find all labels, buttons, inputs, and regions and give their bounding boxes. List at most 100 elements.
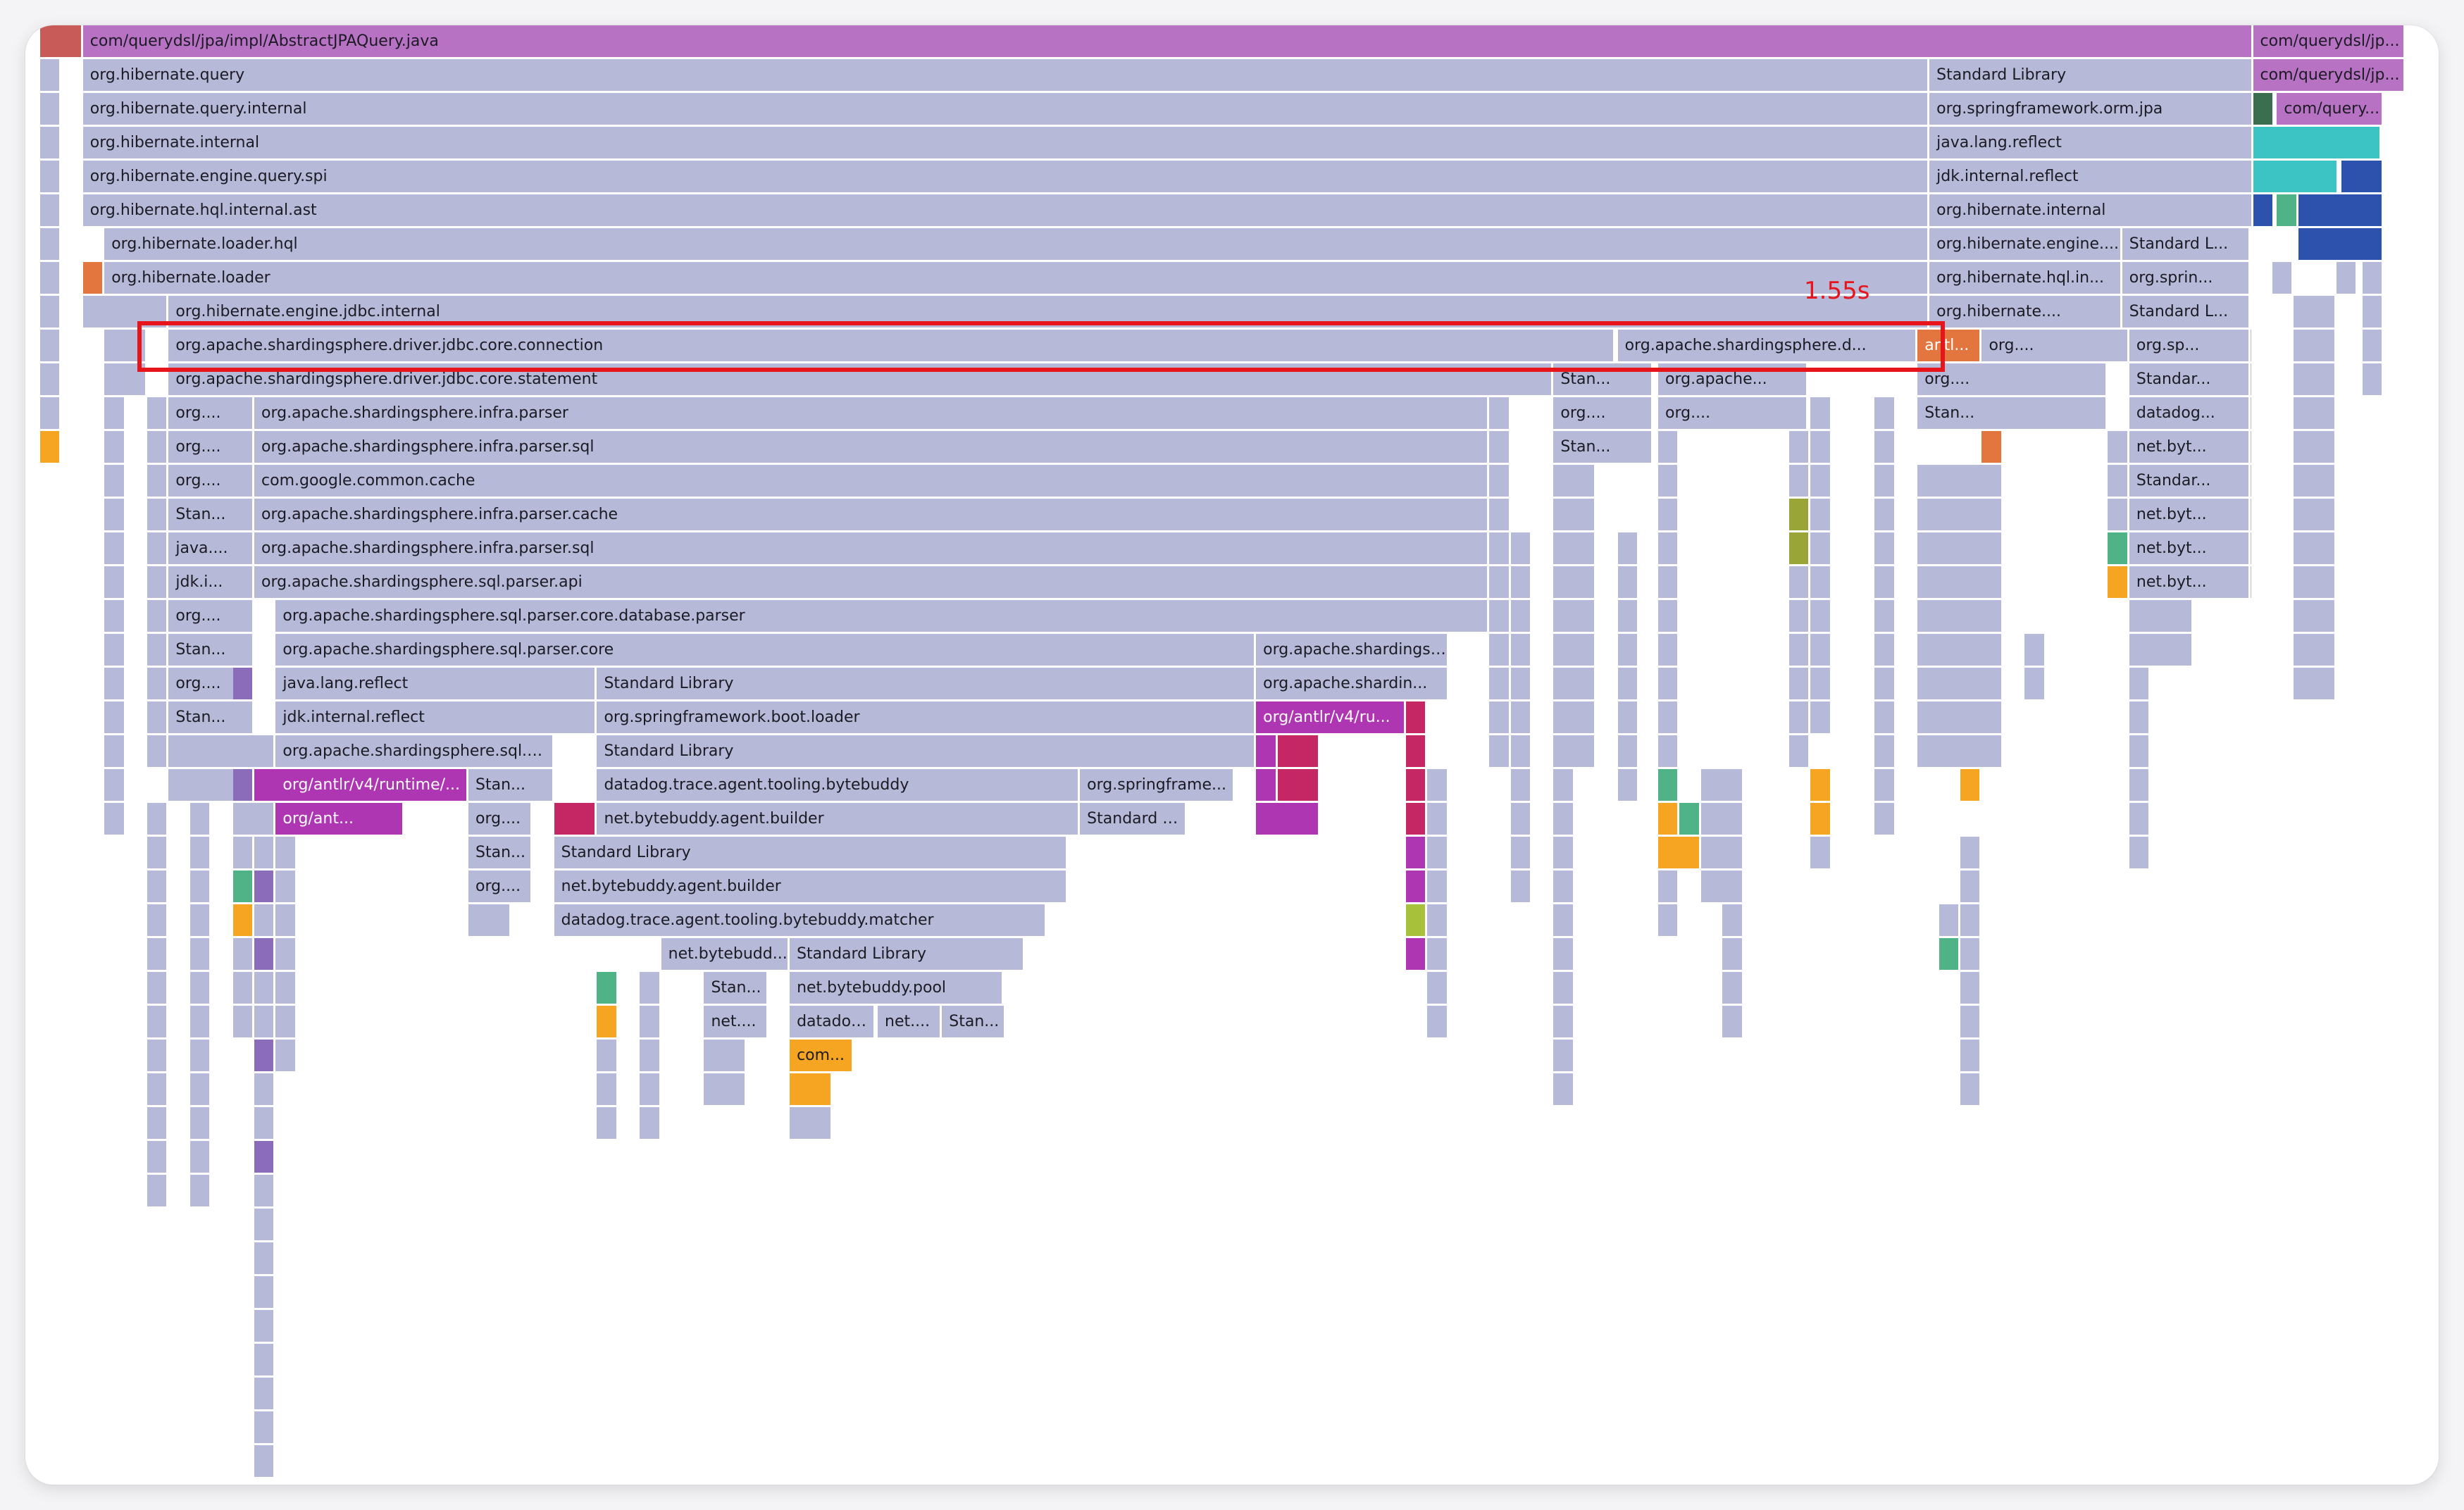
flame-frame-stub[interactable] (790, 1107, 833, 1141)
flame-frame-stub[interactable] (1427, 871, 1449, 904)
flame-frame[interactable]: org.hibernate.internal (1929, 194, 2253, 228)
flame-frame-stub[interactable] (147, 871, 169, 904)
flame-frame-stub[interactable] (1427, 769, 1449, 803)
flame-frame[interactable]: datadog.trace.agent.tooling.bytebuddy.ma… (554, 904, 1047, 938)
flame-frame-stub[interactable] (1510, 803, 1532, 837)
flame-frame[interactable]: org.... (1917, 363, 2108, 397)
flame-frame[interactable] (232, 668, 254, 701)
flame-frame-stub[interactable] (1960, 1040, 1982, 1073)
flame-frame-stub[interactable] (1960, 871, 1982, 904)
flame-frame[interactable] (597, 1006, 618, 1040)
flame-frame-stub[interactable] (1553, 532, 1597, 566)
flame-frame-stub[interactable] (1510, 668, 1532, 701)
flame-frame-stub[interactable] (189, 1006, 212, 1040)
flame-frame-stub[interactable] (1960, 1073, 1982, 1107)
flame-frame-stub[interactable] (1658, 566, 1680, 600)
flame-frame-stub[interactable] (254, 1073, 276, 1107)
flame-frame[interactable]: Standard Library (597, 668, 1257, 701)
flame-frame-stub[interactable] (2024, 634, 2046, 668)
flame-frame[interactable]: Stan... (168, 499, 254, 532)
flame-frame-stub[interactable] (1427, 938, 1449, 972)
flame-frame[interactable]: org.hibernate.... (1929, 296, 2122, 330)
flame-frame-stub[interactable] (275, 1040, 297, 1073)
flame-frame-stub[interactable] (104, 431, 126, 465)
flame-frame[interactable] (790, 1073, 833, 1107)
flame-frame[interactable]: com.google.common.cache (254, 465, 1490, 499)
flame-frame[interactable]: Stan... (168, 634, 254, 668)
flame-frame-stub[interactable] (1553, 701, 1597, 735)
flame-frame-stub[interactable] (1427, 1006, 1449, 1040)
flame-frame[interactable]: com... (790, 1040, 854, 1073)
flame-frame[interactable]: org.hibernate.hql.internal.ast (82, 194, 1930, 228)
flame-frame[interactable]: org/antlr/v4/runtime/... (275, 769, 469, 803)
flame-frame-stub[interactable] (1510, 769, 1532, 803)
flame-frame-stub[interactable] (1722, 938, 1744, 972)
flame-frame-stub[interactable] (104, 634, 126, 668)
flame-frame-stub[interactable] (40, 431, 62, 465)
flame-frame-stub[interactable] (1427, 904, 1449, 938)
flame-frame-stub[interactable] (2129, 634, 2194, 668)
flame-frame-stub[interactable] (1427, 837, 1449, 871)
flame-frame[interactable]: org/antlr/v4/ru... (1256, 701, 1406, 735)
flame-frame-stub[interactable] (2108, 499, 2129, 532)
flame-frame[interactable] (1788, 499, 1811, 532)
flame-frame-stub[interactable] (1874, 668, 1896, 701)
flame-frame[interactable] (1939, 938, 1961, 972)
flame-frame-stub[interactable] (275, 837, 297, 871)
flame-frame[interactable]: org.apache.shardingsphere.d... (1617, 330, 1918, 363)
flame-frame-stub[interactable] (1617, 668, 1639, 701)
flame-frame-stub[interactable] (147, 1073, 169, 1107)
flame-frame[interactable]: datadog.trace.agent.tooling.bytebuddy (597, 769, 1081, 803)
flame-frame-stub[interactable] (254, 1175, 276, 1209)
flame-frame[interactable]: Standar... (2129, 465, 2251, 499)
flame-frame[interactable] (2108, 532, 2129, 566)
flame-frame[interactable]: org.apache.shardingsphere.sql.parser.api (254, 566, 1490, 600)
flame-frame-stub[interactable] (147, 735, 169, 769)
flame-frame[interactable] (82, 296, 169, 330)
flame-frame-stub[interactable] (1489, 431, 1511, 465)
flame-frame[interactable]: net.... (704, 1006, 769, 1040)
flame-frame-stub[interactable] (1553, 1006, 1575, 1040)
flame-frame-stub[interactable] (254, 1310, 276, 1344)
flame-frame[interactable]: org.sprin... (2122, 262, 2251, 296)
flame-frame-stub[interactable] (704, 1040, 747, 1073)
flame-frame[interactable] (40, 59, 62, 93)
flame-frame-stub[interactable] (1917, 465, 2003, 499)
flame-frame[interactable]: org.apache.shardingsphere.driver.jdbc.co… (168, 363, 1554, 397)
flame-frame[interactable]: org.... (1658, 397, 1808, 431)
flame-frame-stub[interactable] (1700, 769, 1744, 803)
flame-frame[interactable] (82, 262, 105, 296)
flame-frame[interactable] (168, 735, 276, 769)
flame-frame-stub[interactable] (1553, 1040, 1575, 1073)
flame-frame-stub[interactable] (147, 634, 169, 668)
flame-frame[interactable]: org.apache.shardingsphere.infra.parser.c… (254, 499, 1490, 532)
flame-frame-stub[interactable] (1658, 735, 1680, 769)
flame-frame-stub[interactable] (1489, 634, 1511, 668)
flame-frame[interactable] (40, 262, 62, 296)
flame-frame-stub[interactable] (1917, 499, 2003, 532)
flame-frame[interactable] (1658, 769, 1680, 803)
flame-frame-stub[interactable] (147, 1107, 169, 1141)
flame-frame[interactable] (232, 871, 254, 904)
flame-frame[interactable]: net.bytebudd... (661, 938, 790, 972)
flame-frame-stub[interactable] (1510, 871, 1532, 904)
flame-frame-stub[interactable] (597, 1040, 618, 1073)
flame-frame-stub[interactable] (597, 1107, 618, 1141)
flame-frame-stub[interactable] (254, 1242, 276, 1276)
flame-frame[interactable]: datadog... (790, 1006, 876, 1040)
flame-frame[interactable] (1788, 532, 1811, 566)
flame-frame-stub[interactable] (2108, 431, 2129, 465)
flame-frame[interactable] (40, 127, 62, 161)
flame-frame-stub[interactable] (1810, 397, 1832, 431)
flame-frame-stub[interactable] (1810, 532, 1832, 566)
flame-frame[interactable]: Stan... (468, 837, 533, 871)
flame-frame-stub[interactable] (147, 566, 169, 600)
flame-frame-stub[interactable] (1810, 600, 1832, 634)
flame-frame-stub[interactable] (640, 972, 661, 1006)
flame-frame-stub[interactable] (1510, 634, 1532, 668)
flame-frame-stub[interactable] (1788, 735, 1811, 769)
flame-frame[interactable]: org.... (168, 397, 254, 431)
flame-frame[interactable]: org.apache.shardin... (1256, 668, 1449, 701)
flame-frame-stub[interactable] (2293, 499, 2337, 532)
flame-frame-stub[interactable] (104, 600, 126, 634)
